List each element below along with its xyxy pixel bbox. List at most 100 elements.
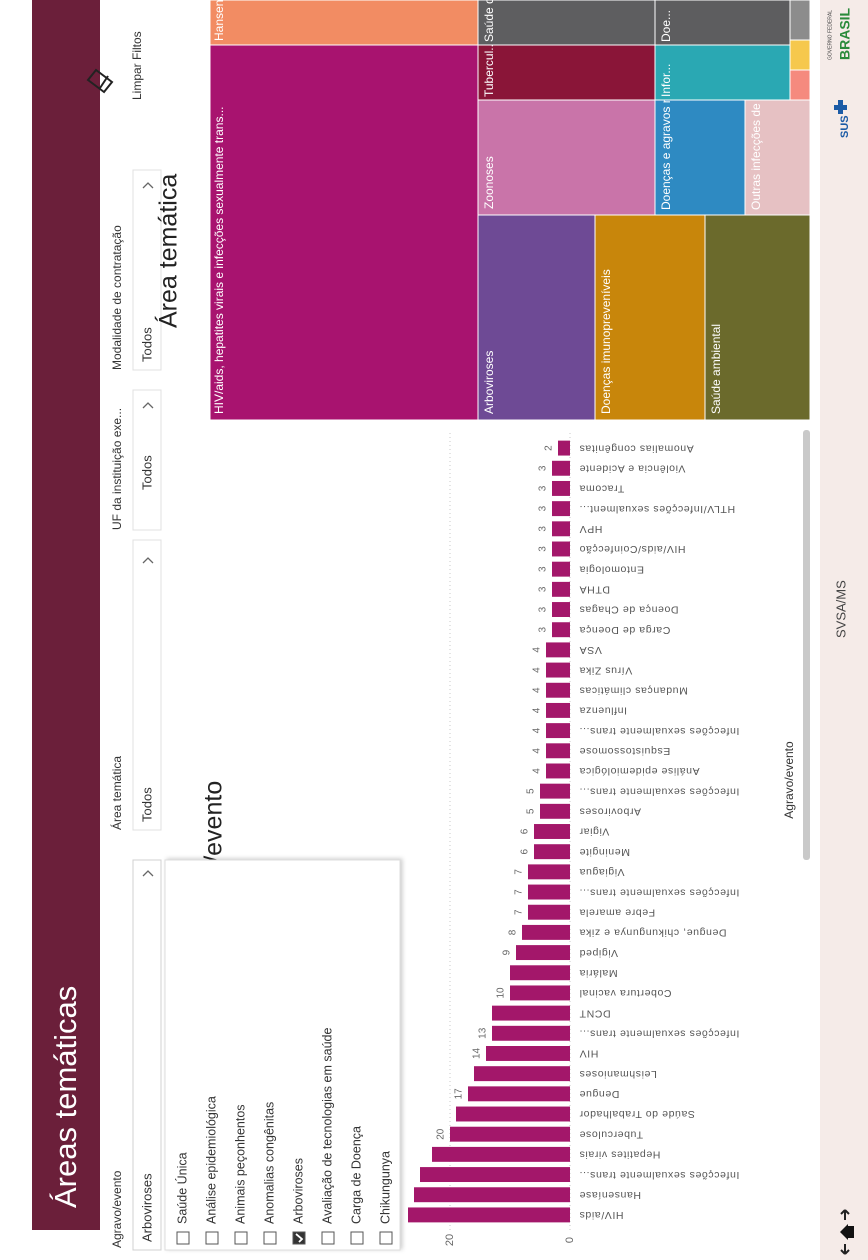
data-label: 3	[538, 526, 549, 532]
treemap-label: HIV/aids, hepatites virais e infecções s…	[212, 107, 226, 414]
dropdown-item[interactable]: Arboviroses	[291, 1158, 305, 1224]
x-tick-label: Vírus Zika	[579, 664, 632, 676]
data-label: 4	[532, 687, 543, 693]
dropdown-item[interactable]: Chikungunya	[378, 1151, 392, 1224]
data-label: 3	[538, 606, 549, 612]
filter-box[interactable]	[132, 539, 162, 831]
bar	[534, 824, 570, 839]
data-label: 3	[538, 626, 549, 632]
filter-value: Todos	[139, 787, 154, 822]
bar	[516, 945, 570, 961]
dropdown-item[interactable]: Carga de Doença	[349, 1126, 363, 1224]
filter-value: Todos	[139, 327, 154, 362]
filter-box[interactable]	[132, 859, 162, 1251]
treemap-cell[interactable]	[789, 0, 811, 41]
x-tick-label: Vigiar	[579, 826, 609, 838]
bar	[552, 480, 570, 496]
bar	[420, 1167, 570, 1183]
bar	[468, 1086, 570, 1102]
bar	[450, 1126, 570, 1142]
x-tick-label: HPV	[579, 523, 602, 535]
treemap-cell[interactable]	[654, 0, 791, 46]
x-tick-label: Tuberculose	[579, 1128, 643, 1140]
data-label: 4	[532, 707, 543, 713]
bar	[546, 662, 570, 678]
nav-arrows	[840, 1209, 854, 1255]
data-label: 3	[538, 546, 549, 552]
nav-back[interactable]	[840, 1244, 850, 1255]
bar	[528, 904, 570, 920]
filter-value: Todos	[139, 455, 154, 490]
data-label: 3	[538, 485, 549, 491]
bar	[558, 440, 570, 456]
nav-home[interactable]	[840, 1224, 854, 1240]
data-label: 4	[532, 768, 543, 774]
data-label: 5	[526, 808, 537, 814]
x-tick-label: Infecções sexualmente trans...	[579, 725, 739, 737]
dropdown-item[interactable]: Animais peçonhentos	[233, 1104, 247, 1224]
sus-logo: SUS	[839, 115, 851, 138]
bar	[552, 460, 570, 476]
filter-label: Agravo/evento	[110, 1170, 124, 1248]
data-label: 14	[472, 1047, 483, 1059]
bar	[546, 763, 570, 779]
treemap-cell[interactable]	[789, 69, 811, 101]
chevron	[142, 402, 154, 409]
treemap-cell[interactable]	[477, 99, 656, 216]
data-label: 8	[508, 929, 519, 935]
checkbox[interactable]	[379, 1231, 393, 1245]
treemap-label: Saúde ambiental	[709, 324, 723, 414]
x-axis-title: Agravo/evento	[782, 741, 796, 819]
bar	[534, 844, 570, 860]
checkbox[interactable]	[321, 1231, 335, 1245]
treemap-cell[interactable]	[209, 0, 479, 46]
treemap-cell[interactable]	[789, 39, 811, 71]
dropdown-item[interactable]: Saúde Única	[174, 1152, 189, 1224]
nav-forward[interactable]	[840, 1209, 850, 1220]
data-label: 4	[532, 667, 543, 673]
footer-source: SVSA/MS	[833, 580, 848, 638]
treemap-cell[interactable]	[209, 44, 479, 421]
clear-filters[interactable]: Limpar Filtos	[130, 31, 144, 100]
bar	[546, 723, 570, 739]
eraser-icon[interactable]	[86, 68, 114, 94]
checkmark	[295, 1233, 304, 1243]
checkbox[interactable]	[234, 1231, 248, 1245]
data-label: 6	[520, 828, 531, 834]
checkbox[interactable]	[176, 1231, 190, 1245]
bar	[552, 602, 570, 617]
bar	[540, 803, 570, 819]
filter-box[interactable]	[132, 389, 162, 531]
scrollbar	[803, 430, 810, 860]
checkbox[interactable]	[292, 1231, 306, 1245]
chevron	[142, 557, 154, 564]
bar	[528, 884, 570, 900]
x-tick-label: HIV/aids/Coinfecção	[579, 543, 686, 555]
bar	[432, 1146, 570, 1162]
gov-label: GOVERNO FEDERAL	[827, 10, 833, 60]
x-tick-label: Dengue	[579, 1088, 619, 1100]
dropdown-item[interactable]: Análise epidemiológica	[204, 1096, 218, 1224]
treemap-cell[interactable]	[477, 0, 656, 46]
bar	[510, 965, 570, 981]
dropdown-item[interactable]: Avaliação de tecnologias em saúde	[320, 1028, 334, 1224]
eraser-shape	[86, 68, 114, 94]
checkbox[interactable]	[350, 1231, 364, 1245]
y-tick-label: 0	[564, 1237, 576, 1243]
treemap-cell[interactable]	[477, 44, 656, 101]
checkbox[interactable]	[205, 1231, 219, 1245]
x-tick-label: Arboviroses	[579, 806, 641, 818]
data-label: 3	[538, 566, 549, 572]
x-tick-label: HIV/aids	[579, 1209, 623, 1221]
x-tick-label: Mudanças climáticas	[579, 684, 688, 696]
checkbox[interactable]	[263, 1231, 277, 1245]
x-tick-label: Violência e Acidente	[579, 462, 685, 474]
data-label: 3	[538, 586, 549, 592]
treemap-cell[interactable]	[654, 44, 791, 101]
dropdown-item[interactable]: Anomalias congênitas	[262, 1102, 276, 1224]
treemap-label: Doenças imunopreveníveis	[599, 269, 613, 414]
x-tick-label: DCNT	[579, 1007, 611, 1019]
treemap-label: Doenças e agravos n...	[659, 87, 673, 210]
filter-box[interactable]	[132, 169, 162, 371]
